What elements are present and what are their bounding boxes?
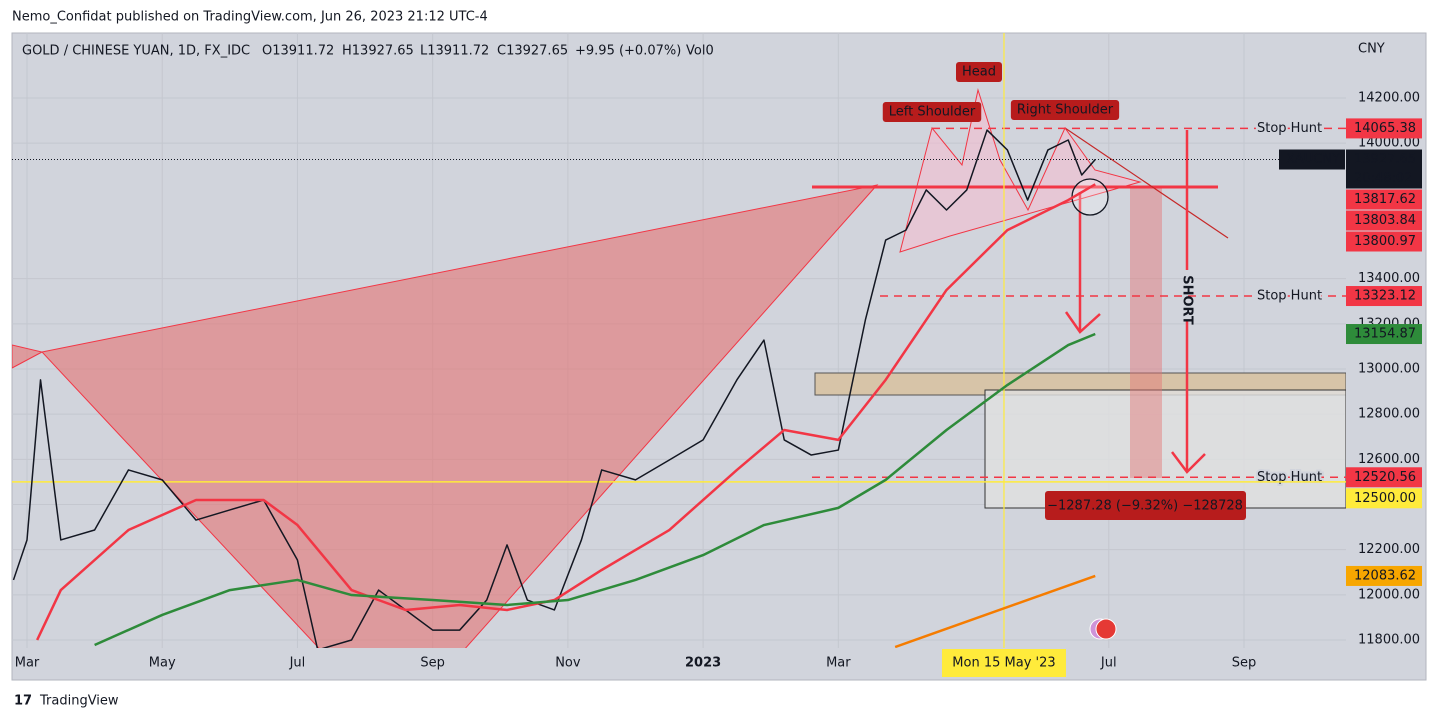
price-tag-label: 12500.00 [1354,491,1416,506]
price-tag-label: 13154.87 [1354,327,1416,342]
price-tag [1346,286,1422,307]
price-tag-label: 14065.38 [1354,121,1416,136]
legend-high: H13927.65 [342,44,414,59]
brand: TradingView [39,694,119,709]
y-tick-label: 12800.00 [1358,407,1420,422]
price-tag [1346,467,1422,488]
logo: 𝟭𝟳 [14,694,32,709]
price-tag [1346,565,1422,586]
y-tick-label: 11800.00 [1358,633,1420,648]
short: SHORT [1180,275,1195,325]
symbol-label: XAUCNY [1286,152,1340,167]
stop-hunt: Stop Hunt [1257,289,1322,304]
x-tick-label: 2023 [685,656,721,671]
head-shoulders [899,88,1142,253]
short-position [1130,187,1162,478]
legend-symbol: GOLD / CHINESE YUAN, 1D, FX_IDC [22,44,250,59]
pattern [41,184,879,648]
price-tag-label: 13323.12 [1354,289,1416,304]
legend-close: C13927.65 [497,44,568,59]
y-tick-label: 12200.00 [1358,542,1420,557]
right_shoulder-box [1010,100,1120,120]
x-tick-label: Mar [826,656,851,671]
x-tick-label: Sep [420,656,445,671]
measure-box [1045,491,1246,520]
highlight [1071,178,1109,216]
y-tick-label: 14000.00 [1358,136,1420,151]
price-tag-label: 13927.65 [1354,152,1416,167]
price-tag-label: 12520.56 [1354,470,1416,485]
arrow-head [1064,311,1101,334]
symbol-tag [1279,149,1345,170]
right_shoulder: Right Shoulder [1017,103,1114,118]
price-tag [1346,210,1422,231]
left_shoulder: Left Shoulder [889,105,976,120]
head-box [956,62,1002,82]
price-tag-label: 13803.84 [1354,213,1416,228]
crosshair-box [941,649,1066,677]
price-tag-label: 12083.62 [1354,568,1416,583]
price-tag-timer: 20:48:02 [1354,171,1412,186]
legend-change: +9.95 (+0.07%) [575,44,681,59]
price-tag [1346,149,1422,189]
y-tick-label: 12600.00 [1358,452,1420,467]
price-tag [1346,118,1422,139]
price-tag [1346,488,1422,509]
head: Head [962,65,996,80]
left_shoulder-box [882,102,982,122]
legend-low: L13911.72 [420,44,489,59]
x-tick-label: Jul [289,656,306,671]
price-tag-label: 13800.97 [1354,234,1416,249]
crosshair-label: Mon 15 May '23 [952,656,1055,671]
currency: CNY [1358,42,1385,57]
line [12,129,1096,648]
y-tick-label: 14200.00 [1358,91,1420,106]
x-tick-label: Mar [15,656,40,671]
line [94,332,1096,647]
x-tick-label: Sep [1232,656,1257,671]
legend-volume: Vol0 [686,44,714,59]
zone [984,389,1346,509]
price-tag [1346,189,1422,210]
x-tick-label: May [149,656,176,671]
trendline [1064,127,1229,239]
arrow-head [1171,451,1206,474]
y-tick-label: 13400.00 [1358,271,1420,286]
measure: −1287.28 (−9.32%) −128728 [1047,499,1243,514]
y-tick-label: 13000.00 [1358,362,1420,377]
x-tick-label: Jul [1100,656,1117,671]
drawings [12,88,1346,648]
y-tick-label: 12000.00 [1358,587,1420,602]
price-tag [1346,231,1422,252]
x-tick-label: Nov [555,656,581,671]
price-tag-label: 13817.62 [1354,192,1416,207]
legend-open: O13911.72 [262,44,334,59]
event-icon [1095,618,1117,640]
publisher: Nemo_Confidat published on TradingView.c… [12,10,488,25]
price-tag [1346,324,1422,345]
line [894,574,1096,648]
pattern [12,344,44,369]
stop-hunt: Stop Hunt [1257,121,1322,136]
series [12,129,1096,648]
